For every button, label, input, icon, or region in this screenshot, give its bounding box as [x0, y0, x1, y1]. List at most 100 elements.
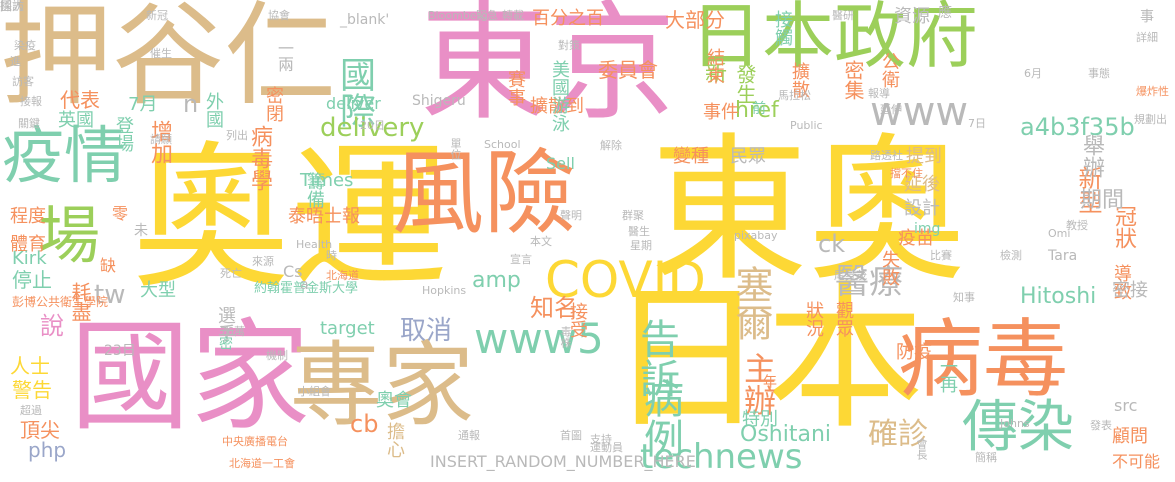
- cloud-word: 一兩: [275, 40, 294, 72]
- cloud-word: Public: [790, 119, 823, 132]
- cloud-word: 前: [752, 101, 766, 117]
- cloud-word: 會長: [915, 438, 928, 460]
- cloud-word: 機制: [266, 349, 288, 362]
- cloud-word: 請願: [150, 133, 172, 146]
- cloud-word: 特別: [742, 409, 778, 430]
- cloud-word: 設計: [904, 198, 940, 219]
- cloud-word: 程度: [10, 206, 46, 227]
- cloud-word: 風險: [392, 140, 577, 247]
- cloud-word: 場: [38, 199, 101, 272]
- cloud-word: 日本: [608, 267, 924, 451]
- cloud-word: 病例: [637, 378, 683, 458]
- cloud-word: 簡稱: [975, 451, 997, 464]
- cloud-word: 密: [217, 336, 233, 350]
- cloud-word: 東奧: [650, 119, 966, 303]
- cloud-word: ck: [818, 230, 846, 258]
- cloud-word: 醫研: [832, 9, 854, 22]
- cloud-word: 導致: [1111, 264, 1132, 300]
- cloud-word: 星期: [630, 239, 652, 252]
- cloud-word: 6月: [1024, 67, 1042, 80]
- cloud-word: 76萬: [220, 325, 245, 338]
- cloud-word: Tara: [1048, 248, 1078, 264]
- cloud-word: 中央廣播電台: [222, 435, 288, 448]
- cloud-word: 7月: [128, 94, 158, 115]
- cloud-word: 賽事: [505, 70, 526, 106]
- cloud-word: 大型: [140, 280, 176, 301]
- cloud-word: 延後: [904, 174, 940, 195]
- cloud-word: 發表: [1090, 419, 1112, 432]
- cloud-word: target: [320, 318, 375, 339]
- cloud-word: 爆炸性: [1136, 85, 1169, 98]
- cloud-word: 停止: [12, 268, 52, 292]
- cloud-word: 解除: [600, 139, 622, 152]
- cloud-word: 緊急: [476, 9, 498, 22]
- cloud-word: 醫生: [628, 225, 650, 238]
- cloud-word: 傳染: [962, 395, 1074, 460]
- cloud-word: 聲明: [560, 209, 582, 222]
- cloud-word: 20日: [360, 119, 385, 132]
- cloud-word: 警告: [12, 378, 52, 402]
- cloud-word: href: [735, 98, 779, 123]
- cloud-word: INSERT_RANDOM_NUMBER_HERE: [430, 452, 696, 471]
- cloud-word: pixabay: [734, 229, 778, 242]
- cloud-word: 檢測: [1000, 249, 1022, 262]
- cloud-word: 疫情: [2, 119, 127, 192]
- cloud-word: 規劃出: [1134, 113, 1167, 126]
- cloud-word: 支持: [590, 433, 612, 446]
- cloud-word: COVID: [545, 251, 706, 309]
- cloud-word: 新型: [1074, 166, 1102, 214]
- cloud-word: 新冠: [146, 9, 168, 22]
- cloud-word: 英國: [58, 110, 94, 131]
- cloud-word: 發生: [733, 64, 757, 104]
- cloud-word: 選手: [215, 306, 236, 342]
- cloud-word: 23日: [104, 343, 136, 359]
- cloud-word: Sell: [546, 154, 575, 173]
- cloud-word: _blank': [340, 12, 390, 28]
- cloud-word: www: [870, 89, 969, 135]
- cloud-word: 提到: [906, 146, 942, 167]
- cloud-word: 事態: [1088, 67, 1110, 80]
- cloud-word: 塞爾: [729, 265, 773, 341]
- cloud-word: 冠狀: [1111, 205, 1136, 249]
- cloud-word: 延伸: [880, 103, 902, 116]
- cloud-word: deliver: [326, 94, 381, 113]
- cloud-word: 泰晤士報: [288, 206, 360, 227]
- cloud-word: img: [914, 221, 941, 237]
- cloud-word: 知事: [953, 291, 975, 304]
- cloud-word: amp: [472, 268, 521, 293]
- cloud-word: n: [183, 90, 199, 118]
- cloud-word: 變種: [673, 146, 709, 167]
- cloud-word: 體育: [10, 234, 46, 255]
- cloud-word: 約翰霍普金斯大學: [254, 281, 359, 296]
- cloud-word: 接報: [20, 95, 42, 108]
- cloud-word: 單位: [449, 138, 462, 160]
- cloud-word: 登場: [113, 116, 134, 152]
- cloud-word: 耗盡: [68, 282, 92, 322]
- cloud-word: 催生: [150, 47, 172, 60]
- cloud-word: 新: [705, 62, 728, 87]
- cloud-word: 增加: [147, 120, 172, 164]
- cloud-word: 擔心: [384, 422, 405, 458]
- cloud-word: 結束: [704, 48, 725, 84]
- cloud-word: 應: [938, 5, 952, 21]
- cloud-word: 協會: [268, 9, 290, 22]
- cloud-word: 接受: [567, 302, 588, 338]
- cloud-word: Cs: [283, 262, 303, 281]
- cloud-word: tw: [94, 280, 126, 310]
- cloud-word: 缺: [100, 256, 117, 275]
- cloud-word: 年: [761, 374, 777, 388]
- cloud-word: 頂尖: [20, 418, 60, 442]
- cloud-word: 確診: [868, 417, 928, 452]
- cloud-word: 轉載: [502, 9, 524, 22]
- cloud-word: 告訴: [633, 318, 679, 398]
- cloud-word: 防疫: [896, 342, 932, 363]
- cloud-word: 百分之百: [532, 8, 604, 29]
- cloud-word: 游泳: [549, 96, 570, 132]
- cloud-word: 國人: [0, 0, 25, 13]
- cloud-word: 外國: [203, 92, 224, 128]
- cloud-word: 知名: [530, 294, 578, 322]
- cloud-word: cb: [350, 410, 379, 438]
- cloud-word: 公衛: [879, 52, 900, 88]
- cloud-word: 不可能: [1112, 452, 1161, 471]
- cloud-word: 北海道一工會: [229, 457, 295, 470]
